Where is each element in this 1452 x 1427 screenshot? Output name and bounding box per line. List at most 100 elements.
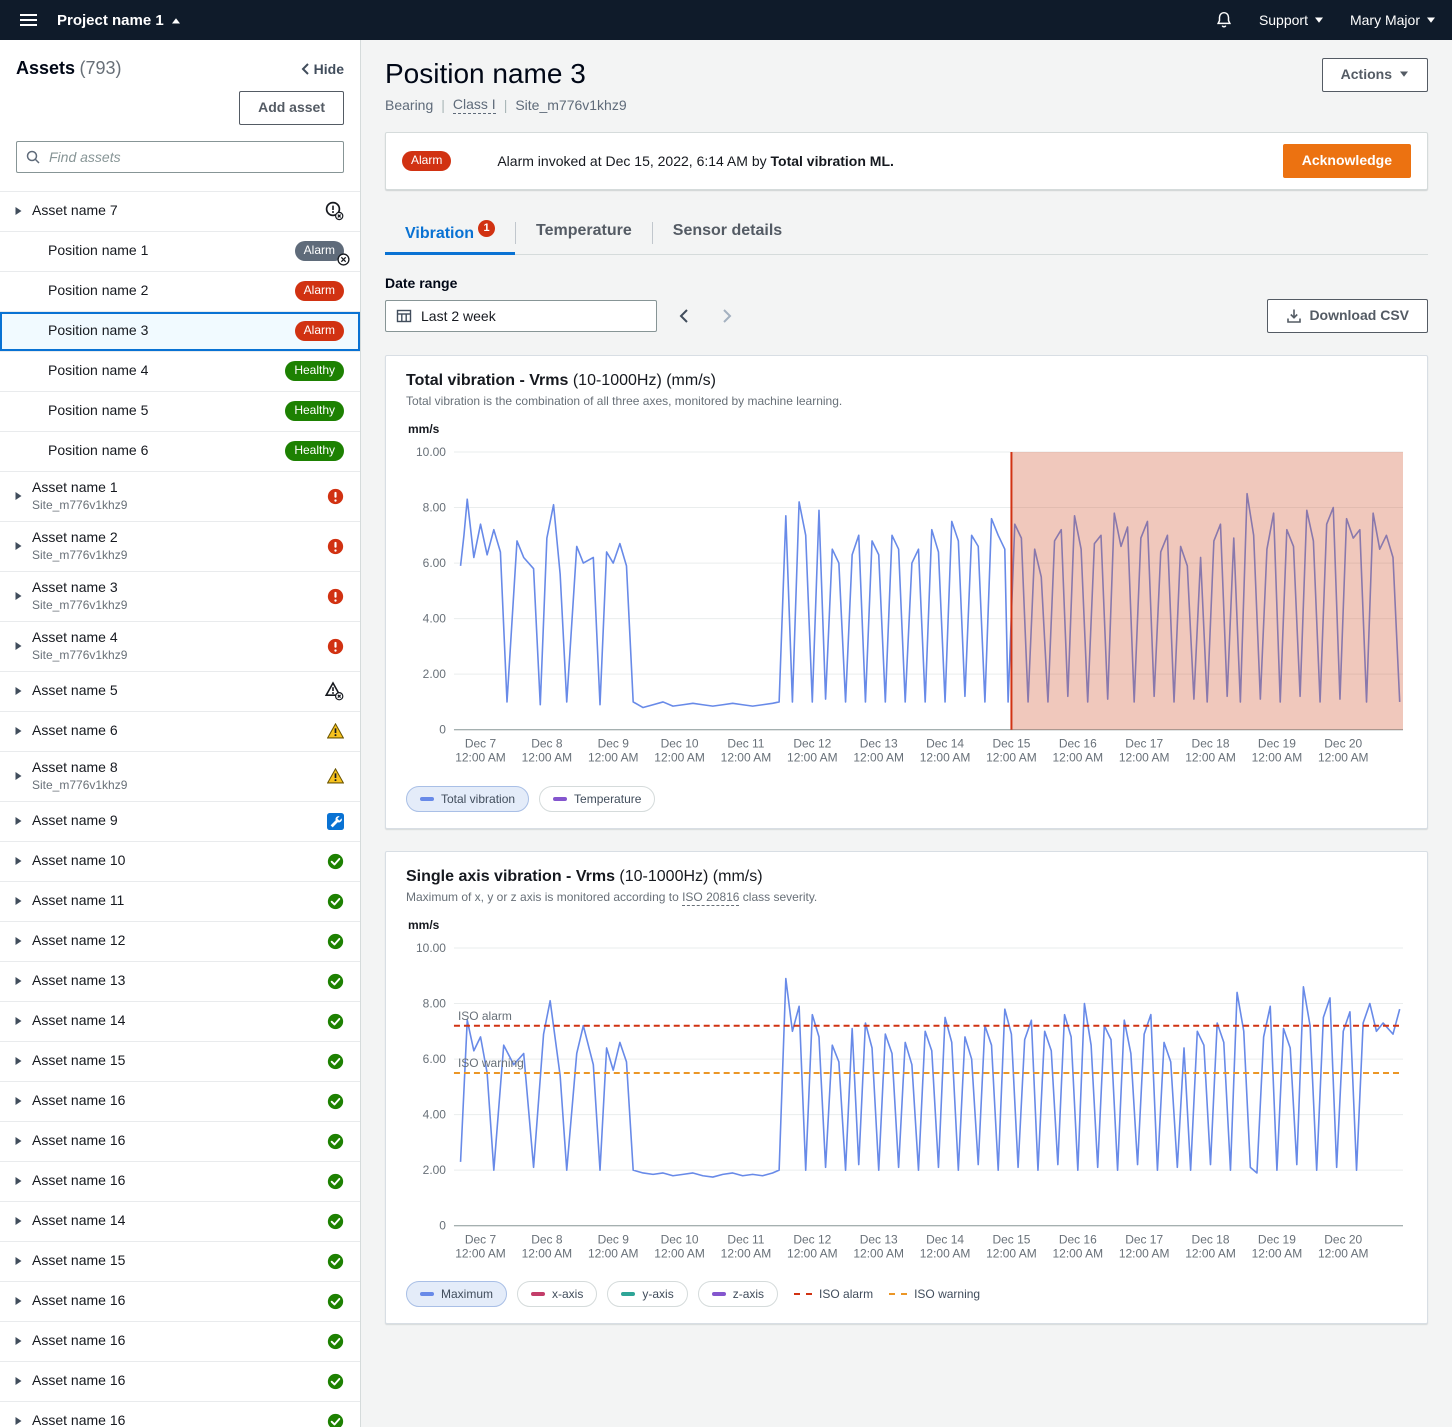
expand-caret-icon[interactable] (14, 491, 23, 501)
dashed-line-swatch (794, 1293, 812, 1295)
legend-item-temperature[interactable]: Temperature (539, 786, 655, 812)
tab-temperature[interactable]: Temperature (516, 214, 652, 252)
position-row[interactable]: Position name 5Healthy (0, 392, 360, 432)
expand-caret-icon[interactable] (14, 1176, 23, 1186)
find-assets-input[interactable] (16, 141, 344, 173)
assets-count: (793) (80, 58, 122, 78)
legend-item-z-axis[interactable]: z-axis (698, 1281, 778, 1307)
expand-caret-icon[interactable] (14, 856, 23, 866)
healthy-icon (327, 1373, 344, 1390)
expand-caret-icon[interactable] (14, 976, 23, 986)
asset-row[interactable]: Asset name 6 (0, 712, 360, 752)
single-axis-vibration-chart-card: Single axis vibration - Vrms (10-1000Hz)… (385, 851, 1428, 1325)
asset-row[interactable]: Asset name 13 (0, 962, 360, 1002)
next-period-button[interactable] (709, 300, 745, 332)
legend-item-x-axis[interactable]: x-axis (517, 1281, 597, 1307)
svg-text:Dec 15: Dec 15 (992, 1232, 1030, 1246)
iso-20816-link[interactable]: ISO 20816 (682, 890, 739, 906)
asset-row[interactable]: Asset name 7 (0, 192, 360, 232)
expand-caret-icon[interactable] (14, 686, 23, 696)
asset-row[interactable]: Asset name 12 (0, 922, 360, 962)
asset-row[interactable]: Asset name 2Site_m776v1khz9 (0, 522, 360, 572)
expand-caret-icon[interactable] (14, 1416, 23, 1426)
asset-row[interactable]: Asset name 16 (0, 1402, 360, 1427)
hide-panel-button[interactable]: Hide (301, 61, 344, 77)
position-row[interactable]: Position name 6Healthy (0, 432, 360, 472)
asset-row[interactable]: Asset name 16 (0, 1362, 360, 1402)
svg-text:ISO alarm: ISO alarm (458, 1008, 512, 1022)
site-label: Site_m776v1khz9 (515, 97, 626, 113)
legend-item-total-vibration[interactable]: Total vibration (406, 786, 529, 812)
asset-row[interactable]: Asset name 16 (0, 1082, 360, 1122)
asset-row[interactable]: Asset name 16 (0, 1322, 360, 1362)
expand-caret-icon[interactable] (14, 771, 23, 781)
expand-caret-icon[interactable] (14, 541, 23, 551)
expand-caret-icon[interactable] (14, 1016, 23, 1026)
expand-caret-icon[interactable] (14, 1056, 23, 1066)
expand-caret-icon[interactable] (14, 726, 23, 736)
position-row[interactable]: Position name 3Alarm (0, 312, 360, 352)
previous-period-button[interactable] (665, 300, 701, 332)
asset-row[interactable]: Asset name 10 (0, 842, 360, 882)
alarm-banner-text: Alarm invoked at Dec 15, 2022, 6:14 AM b… (497, 153, 1282, 169)
asset-row[interactable]: Asset name 9 (0, 802, 360, 842)
expand-caret-icon[interactable] (14, 1136, 23, 1146)
caret-down-icon (1426, 17, 1436, 24)
asset-row[interactable]: Asset name 11 (0, 882, 360, 922)
svg-text:12:00 AM: 12:00 AM (522, 751, 573, 765)
expand-caret-icon[interactable] (14, 1216, 23, 1226)
status-badge: Healthy (285, 401, 344, 421)
asset-row[interactable]: Asset name 16 (0, 1122, 360, 1162)
legend-item-y-axis[interactable]: y-axis (607, 1281, 687, 1307)
svg-text:12:00 AM: 12:00 AM (787, 751, 838, 765)
class-tooltip-trigger[interactable]: Class I (453, 96, 496, 114)
expand-caret-icon[interactable] (14, 896, 23, 906)
hamburger-menu-button[interactable] (16, 10, 41, 30)
position-row[interactable]: Position name 4Healthy (0, 352, 360, 392)
add-asset-button[interactable]: Add asset (239, 91, 344, 125)
asset-row[interactable]: Asset name 8Site_m776v1khz9 (0, 752, 360, 802)
series-color-swatch (531, 1292, 545, 1296)
position-row[interactable]: Position name 2Alarm (0, 272, 360, 312)
project-menu[interactable]: Project name 1 (57, 12, 181, 29)
asset-row[interactable]: Asset name 16 (0, 1162, 360, 1202)
tab-sensor-details[interactable]: Sensor details (653, 214, 802, 252)
expand-caret-icon[interactable] (14, 206, 23, 216)
asset-site: Site_m776v1khz9 (32, 778, 127, 793)
asset-row[interactable]: Asset name 3Site_m776v1khz9 (0, 572, 360, 622)
asset-row[interactable]: Asset name 14 (0, 1002, 360, 1042)
expand-caret-icon[interactable] (14, 1296, 23, 1306)
expand-caret-icon[interactable] (14, 1376, 23, 1386)
asset-row[interactable]: Asset name 15 (0, 1042, 360, 1082)
notifications-bell-button[interactable] (1215, 11, 1233, 29)
expand-caret-icon[interactable] (14, 816, 23, 826)
svg-text:12:00 AM: 12:00 AM (455, 1246, 506, 1260)
user-menu[interactable]: Mary Major (1350, 12, 1436, 28)
actions-button[interactable]: Actions (1322, 58, 1428, 92)
asset-name: Asset name 15 (32, 1052, 125, 1070)
svg-text:4.00: 4.00 (423, 1107, 447, 1121)
asset-row[interactable]: Asset name 1Site_m776v1khz9 (0, 472, 360, 522)
asset-row[interactable]: Asset name 16 (0, 1282, 360, 1322)
legend-item-maximum[interactable]: Maximum (406, 1281, 507, 1307)
asset-row[interactable]: Asset name 15 (0, 1242, 360, 1282)
expand-caret-icon[interactable] (14, 1256, 23, 1266)
asset-row[interactable]: Asset name 5 (0, 672, 360, 712)
asset-row[interactable]: Asset name 14 (0, 1202, 360, 1242)
expand-caret-icon[interactable] (14, 591, 23, 601)
chart-legend: Total vibration Temperature (386, 778, 1427, 828)
expand-caret-icon[interactable] (14, 641, 23, 651)
expand-caret-icon[interactable] (14, 936, 23, 946)
expand-caret-icon[interactable] (14, 1336, 23, 1346)
support-menu[interactable]: Support (1259, 12, 1324, 28)
single-axis-vibration-chart: 02.004.006.008.0010.00Dec 712:00 AMDec 8… (402, 934, 1411, 1274)
tab-vibration[interactable]: Vibration1 (385, 212, 515, 255)
expand-caret-icon[interactable] (14, 1096, 23, 1106)
download-csv-button[interactable]: Download CSV (1267, 299, 1428, 333)
acknowledge-button[interactable]: Acknowledge (1283, 144, 1411, 178)
asset-row[interactable]: Asset name 4Site_m776v1khz9 (0, 622, 360, 672)
series-color-swatch (553, 797, 567, 801)
svg-text:Dec 7: Dec 7 (465, 737, 497, 751)
position-row[interactable]: Position name 1Alarm (0, 232, 360, 272)
date-range-input[interactable]: Last 2 week (385, 300, 657, 332)
